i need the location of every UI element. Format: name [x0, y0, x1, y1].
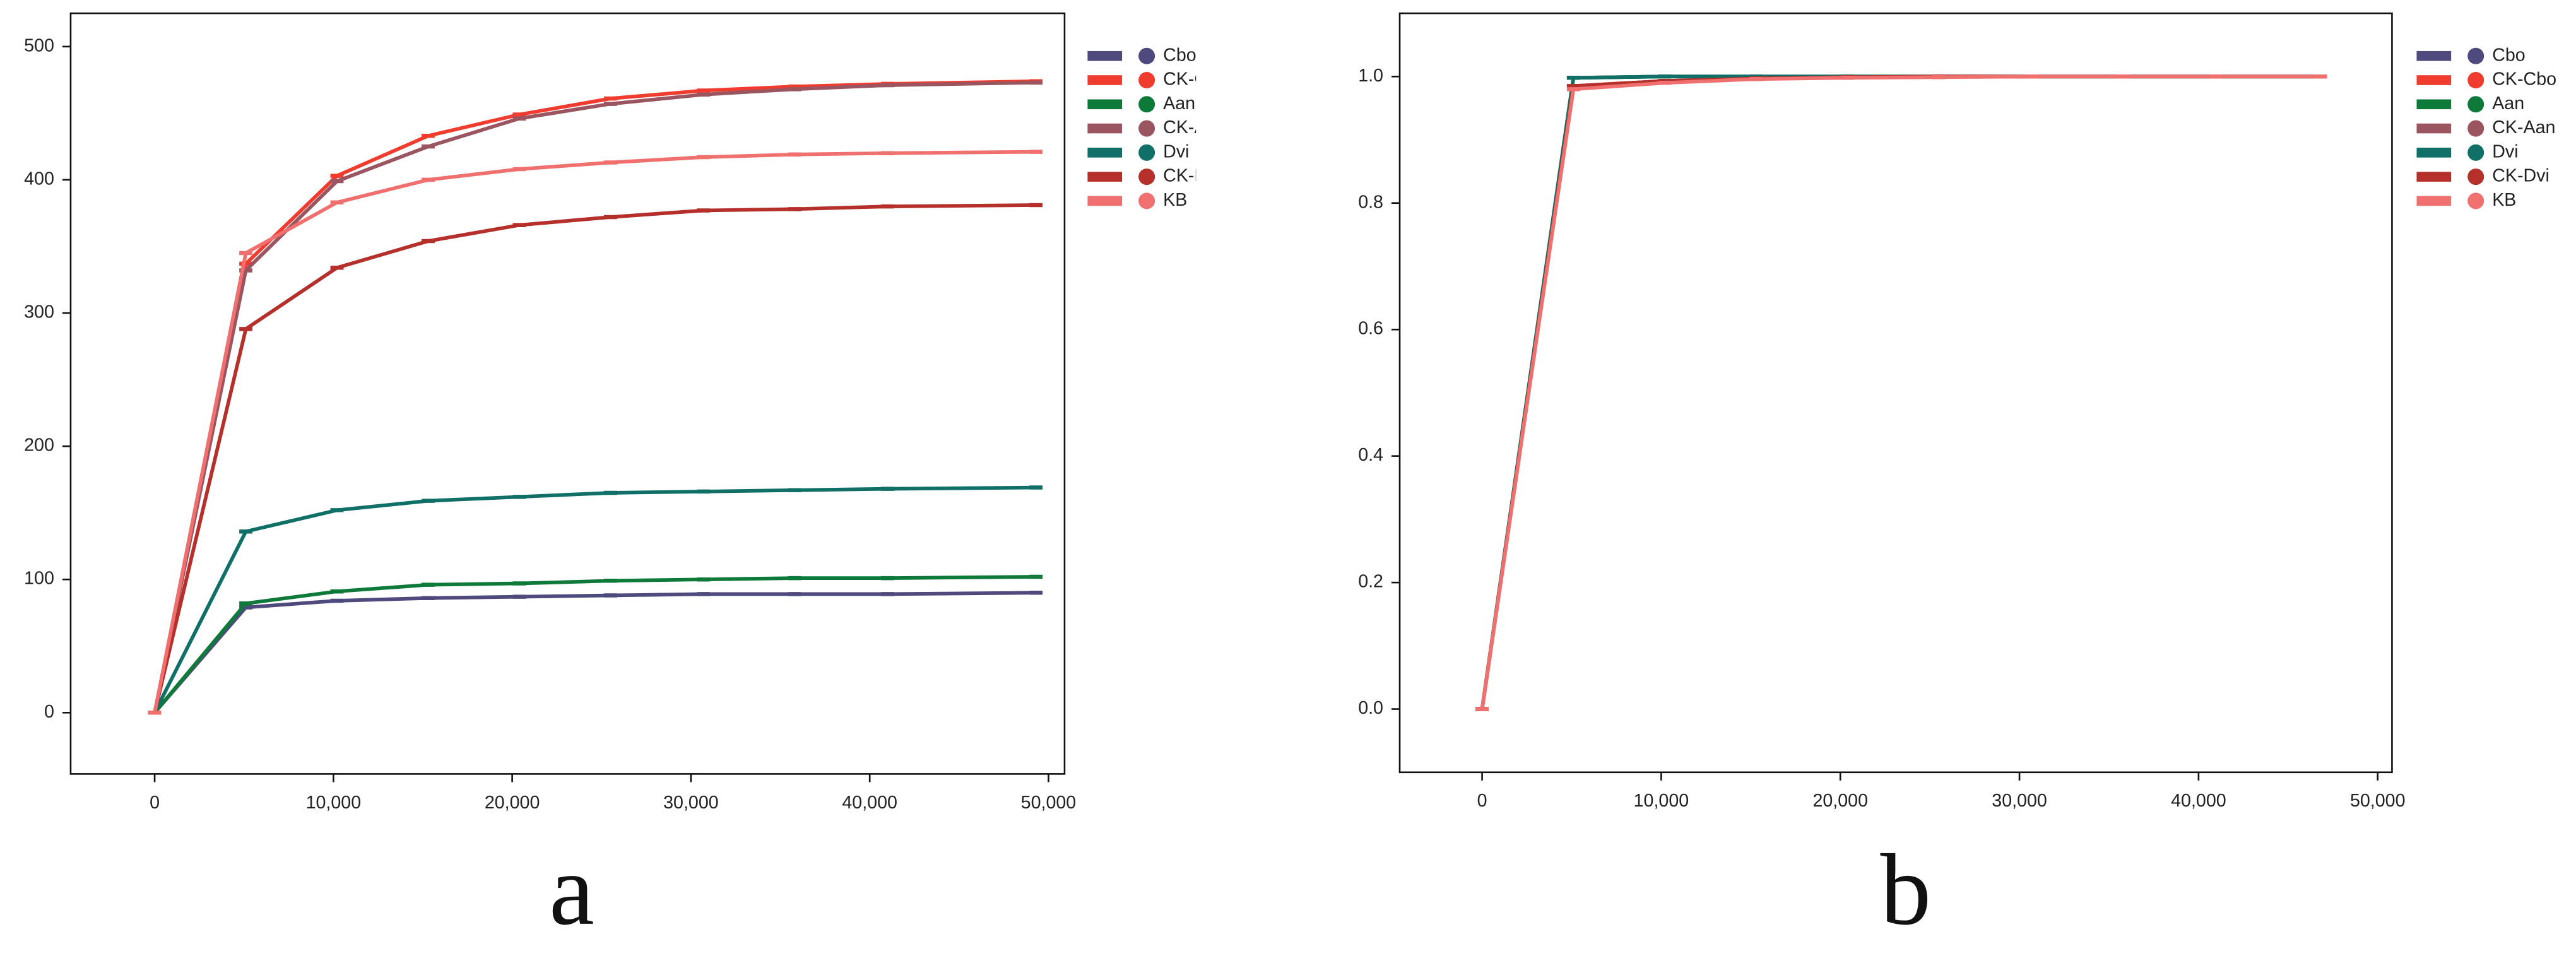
legend-dot	[2467, 96, 2484, 113]
legend-dot	[2467, 168, 2484, 186]
legend-label: CK-Cbo	[1163, 69, 1227, 90]
legend-label: Cbo	[1163, 45, 1196, 65]
x-tick-label: 0	[1477, 791, 1487, 811]
legend-dot	[1138, 71, 1155, 89]
y-tick-label: 500	[24, 35, 54, 56]
series-line	[1480, 74, 2320, 709]
legend-swatch	[1087, 123, 1123, 134]
y-tick-label: 0.2	[1358, 572, 1383, 592]
legend-swatch	[1087, 196, 1123, 206]
legend-label: KB	[2492, 190, 2516, 210]
series-line	[1480, 74, 2320, 709]
legend-label: KB	[1163, 190, 1187, 210]
series-line	[153, 203, 1036, 713]
legend-swatch	[2416, 123, 2452, 134]
y-tick-label: 0	[44, 702, 54, 722]
series-line	[1480, 74, 2320, 709]
plot-frame	[69, 12, 1066, 775]
y-tick-label: 400	[24, 168, 54, 189]
panel: 0.0 0.2 0.4 0.6 0.8 1.0 0 10,000 20,000 30,000 40,…	[1358, 12, 2406, 811]
legend-swatch	[2416, 75, 2452, 85]
legend-swatch	[2416, 196, 2452, 206]
legend-swatch	[1087, 75, 1123, 85]
legend-label: CK-Cbo	[2492, 69, 2556, 90]
x-tick-label: 10,000	[306, 793, 362, 813]
panel-label: a	[549, 833, 594, 946]
series-line	[153, 79, 1036, 713]
x-tick-label: 30,000	[663, 793, 719, 813]
series-line	[153, 150, 1036, 713]
x-tick-label: 50,000	[2350, 791, 2406, 811]
y-tick-label: 0.4	[1358, 445, 1383, 465]
legend-dot	[1138, 168, 1155, 186]
legend-label: Dvi	[1163, 141, 1189, 162]
legend-dot	[2467, 192, 2484, 210]
series-line	[1480, 74, 2320, 709]
x-tick-label: 30,000	[1992, 791, 2047, 811]
y-tick-label: 100	[24, 569, 54, 589]
y-tick-label: 0.8	[1358, 192, 1383, 212]
x-tick-label: 0	[150, 793, 160, 813]
y-tick-label: 300	[24, 302, 54, 322]
y-tick-label: 1.0	[1358, 66, 1383, 86]
legend-swatch	[2416, 172, 2452, 182]
plot-frame	[1398, 12, 2393, 774]
series-line	[1480, 74, 2320, 709]
panel-label: b	[1880, 833, 1931, 946]
y-tick-label: 0.0	[1358, 698, 1383, 718]
legend-label: Cbo	[2492, 45, 2526, 65]
legend-label: Aan	[1163, 93, 1195, 114]
y-tick-label: 0.6	[1358, 319, 1383, 339]
x-tick-label: 50,000	[1021, 793, 1077, 813]
x-tick-label: 40,000	[2171, 791, 2226, 811]
legend-dot	[2467, 71, 2484, 89]
series-line	[153, 80, 1036, 713]
series-line	[153, 485, 1036, 714]
legend-label: Aan	[2492, 93, 2524, 114]
legend: Cbo CK-Cbo Aan CK-Aan Dvi CK-Dvi KB	[1087, 45, 1227, 210]
legend-swatch	[1087, 172, 1123, 182]
legend: Cbo CK-Cbo Aan CK-Aan Dvi CK-Dvi KB	[2416, 45, 2556, 210]
legend-swatch	[1087, 99, 1123, 110]
legend-dot	[1138, 47, 1155, 64]
legend-swatch	[2416, 99, 2452, 110]
legend-dot	[2467, 120, 2484, 137]
legend-dot	[1138, 144, 1155, 161]
series-line	[1480, 74, 2320, 709]
legend-swatch	[1087, 148, 1123, 158]
panel: 0 100 200 300 400 500 0 10,000 20,000 30,000 40,00…	[24, 12, 1077, 813]
y-tick-label: 200	[24, 435, 54, 456]
x-tick-label: 40,000	[842, 793, 897, 813]
series-line	[153, 575, 1036, 714]
legend-dot	[2467, 144, 2484, 161]
legend-label: CK-Aan	[2492, 117, 2555, 138]
legend-dot	[1138, 120, 1155, 137]
legend-swatch	[1087, 50, 1123, 61]
legend-dot	[1138, 96, 1155, 113]
legend-dot	[2467, 47, 2484, 64]
x-tick-label: 10,000	[1634, 791, 1689, 811]
series-line	[153, 591, 1036, 714]
legend-dot	[1138, 192, 1155, 210]
legend-label: CK-Dvi	[2492, 166, 2549, 186]
series-line	[1480, 74, 2320, 709]
legend-swatch	[2416, 50, 2452, 61]
legend-swatch	[2416, 148, 2452, 158]
x-tick-label: 20,000	[1812, 791, 1868, 811]
legend-label: Dvi	[2492, 141, 2518, 162]
legend-label: CK-Aan	[1163, 117, 1226, 138]
x-tick-label: 20,000	[485, 793, 540, 813]
legend-label: CK-Dvi	[1163, 166, 1220, 186]
